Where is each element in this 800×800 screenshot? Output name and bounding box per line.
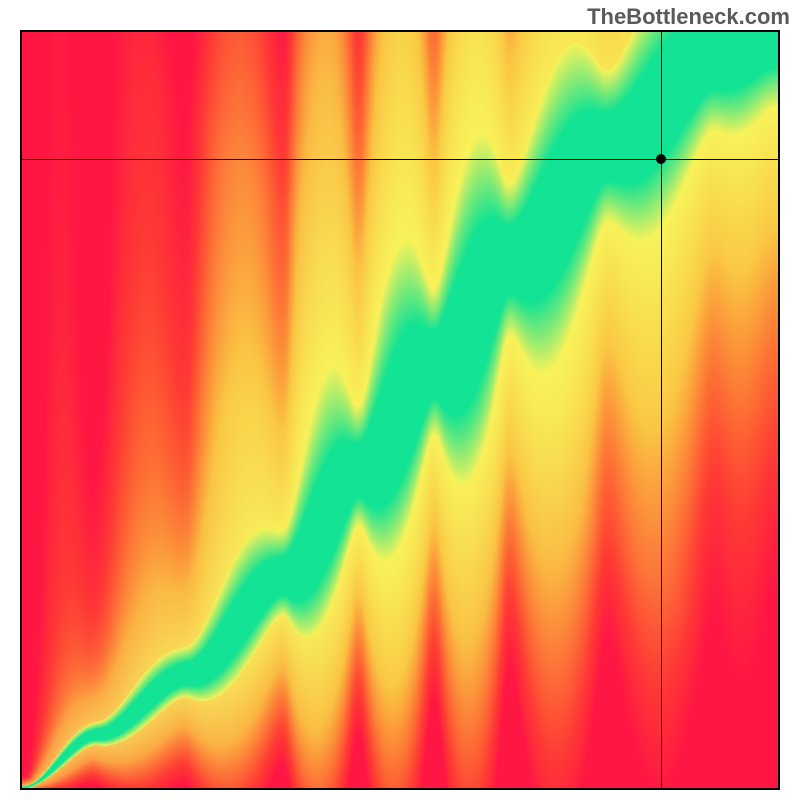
crosshair-marker-dot [656, 154, 666, 164]
heatmap-canvas [22, 32, 778, 788]
crosshair-vertical-line [661, 32, 662, 788]
heatmap-chart [20, 30, 780, 790]
watermark-text: TheBottleneck.com [587, 4, 790, 30]
